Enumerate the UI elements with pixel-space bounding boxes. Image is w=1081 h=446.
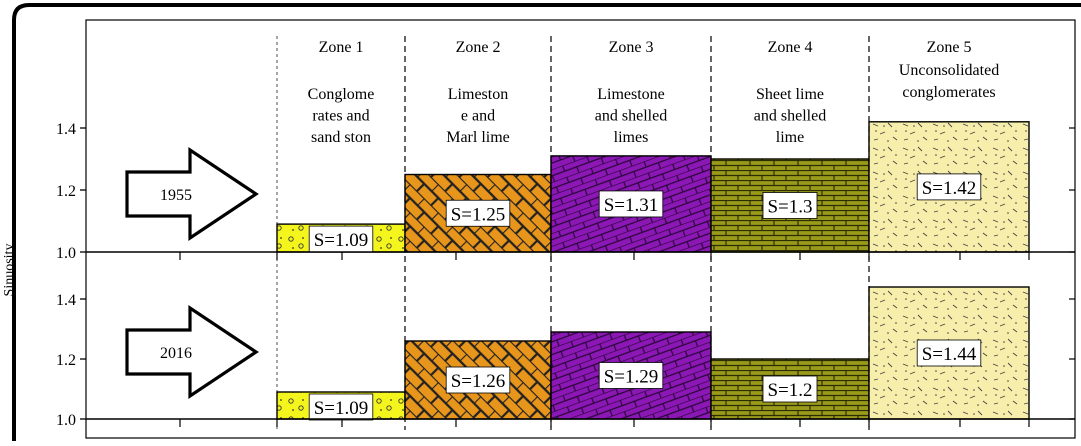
y-tick-label: 1.4 (56, 121, 76, 138)
zone-description: lime (776, 129, 804, 146)
y-tick-label: 1.2 (56, 183, 76, 200)
value-label: S=1.2 (767, 380, 812, 401)
value-label: S=1.26 (451, 371, 506, 392)
panels: 1.0 1.2 1.4 S=1.09 S=1.25 S=1.31 S=1.3 S=1.42 19… (56, 121, 1075, 429)
zone-description: limes (614, 129, 649, 146)
zone-description: and shelled (595, 108, 667, 125)
zone-description: Marl lime (446, 129, 510, 146)
value-label: S=1.44 (922, 344, 977, 365)
zone-description: and shelled (754, 108, 826, 125)
zone-title: Zone 4 (768, 39, 813, 56)
value-label: S=1.09 (314, 398, 369, 419)
y-tick-label: 1.4 (56, 292, 76, 309)
value-label: S=1.31 (604, 195, 659, 216)
y-tick-label: 1.0 (56, 412, 76, 429)
zone-description: Unconsolidated (899, 62, 999, 79)
panel-1955: 1.0 1.2 1.4 S=1.09 S=1.25 S=1.31 S=1.3 S=1.42 19… (56, 121, 1075, 262)
year-label: 2016 (160, 345, 192, 362)
y-tick-label: 1.2 (56, 352, 76, 369)
zone-description: sand ston (311, 129, 371, 146)
value-label: S=1.3 (767, 197, 812, 218)
zone-title: Zone 2 (456, 39, 501, 56)
zone-title: Zone 5 (927, 39, 972, 56)
value-label: S=1.29 (604, 367, 659, 388)
zone-description: Sheet lime (756, 86, 824, 103)
value-label: S=1.25 (451, 204, 506, 225)
value-label: S=1.42 (922, 178, 977, 199)
zone-title: Zone 3 (609, 39, 654, 56)
y-tick-label: 1.0 (56, 245, 76, 262)
zone-description: Conglome (308, 86, 375, 103)
zone-description: Limeston (448, 86, 508, 103)
year-label: 1955 (160, 187, 192, 204)
zone-description: Limestone (597, 86, 665, 103)
zone-description: e and (461, 108, 495, 125)
y-axis-label: Sinuosity (2, 244, 17, 297)
zone-title: Zone 1 (319, 39, 364, 56)
zone-description: conglomerates (902, 84, 995, 101)
panel-2016: 1.0 1.2 1.4 S=1.09 S=1.26 S=1.29 S=1.2 S=1.44 20… (56, 287, 1075, 429)
zone-description: rates and (312, 108, 369, 125)
value-label: S=1.09 (314, 230, 369, 251)
